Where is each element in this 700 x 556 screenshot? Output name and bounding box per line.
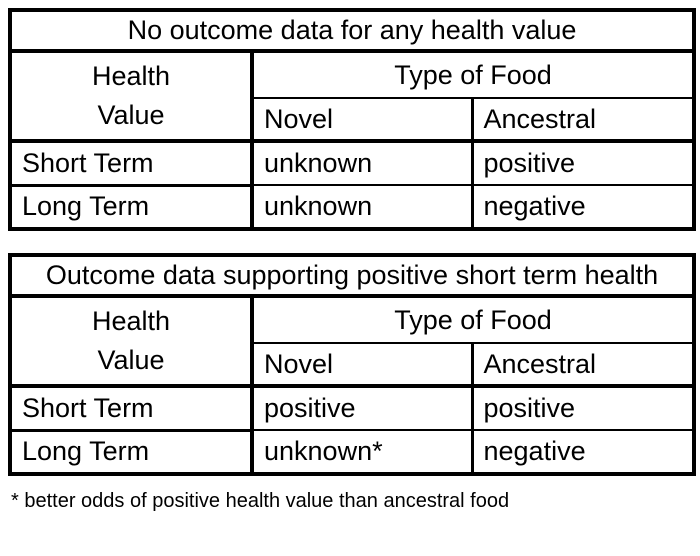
table-row: Novel Ancestral [10,343,695,388]
health-value-line-1: Health [91,60,171,91]
table-row: Health Value Type of Food [10,296,695,388]
row-label-long-term: Long Term [10,185,254,229]
table-row: Outcome data supporting positive short t… [10,255,695,298]
cell-short-term-ancestral: positive [472,386,695,431]
figure-container: No outcome data for any health value Hea… [8,8,697,512]
column-header-ancestral: Ancestral [472,98,695,143]
cell-long-term-novel: unknown* [252,430,474,474]
health-value-line-2: Value [97,345,165,375]
table-row: Long Term unknown* negative [10,430,694,474]
type-of-food-header: Type of Food [252,51,695,99]
cell-short-term-novel: positive [252,386,474,431]
type-of-food-header: Type of Food [252,296,695,344]
table-no-outcome-data: No outcome data for any health value Hea… [8,8,697,231]
column-header-novel: Novel [252,98,474,143]
cell-short-term-novel: unknown [252,141,474,186]
health-value-header: Health Value [10,51,254,143]
table-row: Novel Ancestral [10,98,695,143]
cell-short-term-ancestral: positive [472,141,695,186]
health-value-line-2: Value [97,100,165,130]
row-label-short-term: Short Term [10,386,254,432]
table-title: Outcome data supporting positive short t… [10,255,695,298]
table-row: No outcome data for any health value [10,10,695,53]
footnote-text: * better odds of positive health value t… [11,490,510,512]
table-row: Long Term unknown negative [10,185,694,229]
table-row: Short Term unknown positive [10,141,695,187]
health-value-line-1: Health [91,305,171,336]
table-row: Short Term positive positive [10,386,695,432]
row-label-short-term: Short Term [10,141,254,187]
cell-long-term-ancestral: negative [483,436,586,466]
table-row: Health Value Type of Food [10,51,695,143]
health-value-header: Health Value [10,296,254,388]
column-header-ancestral: Ancestral [472,343,695,388]
cell-long-term-ancestral: negative [483,191,586,221]
table-positive-short-term-outcome: Outcome data supporting positive short t… [8,253,697,476]
table-spacer [8,231,692,253]
cell-long-term-novel: unknown [252,185,474,229]
table-title: No outcome data for any health value [10,10,695,53]
row-label-long-term: Long Term [10,430,254,474]
column-header-novel: Novel [252,343,474,388]
